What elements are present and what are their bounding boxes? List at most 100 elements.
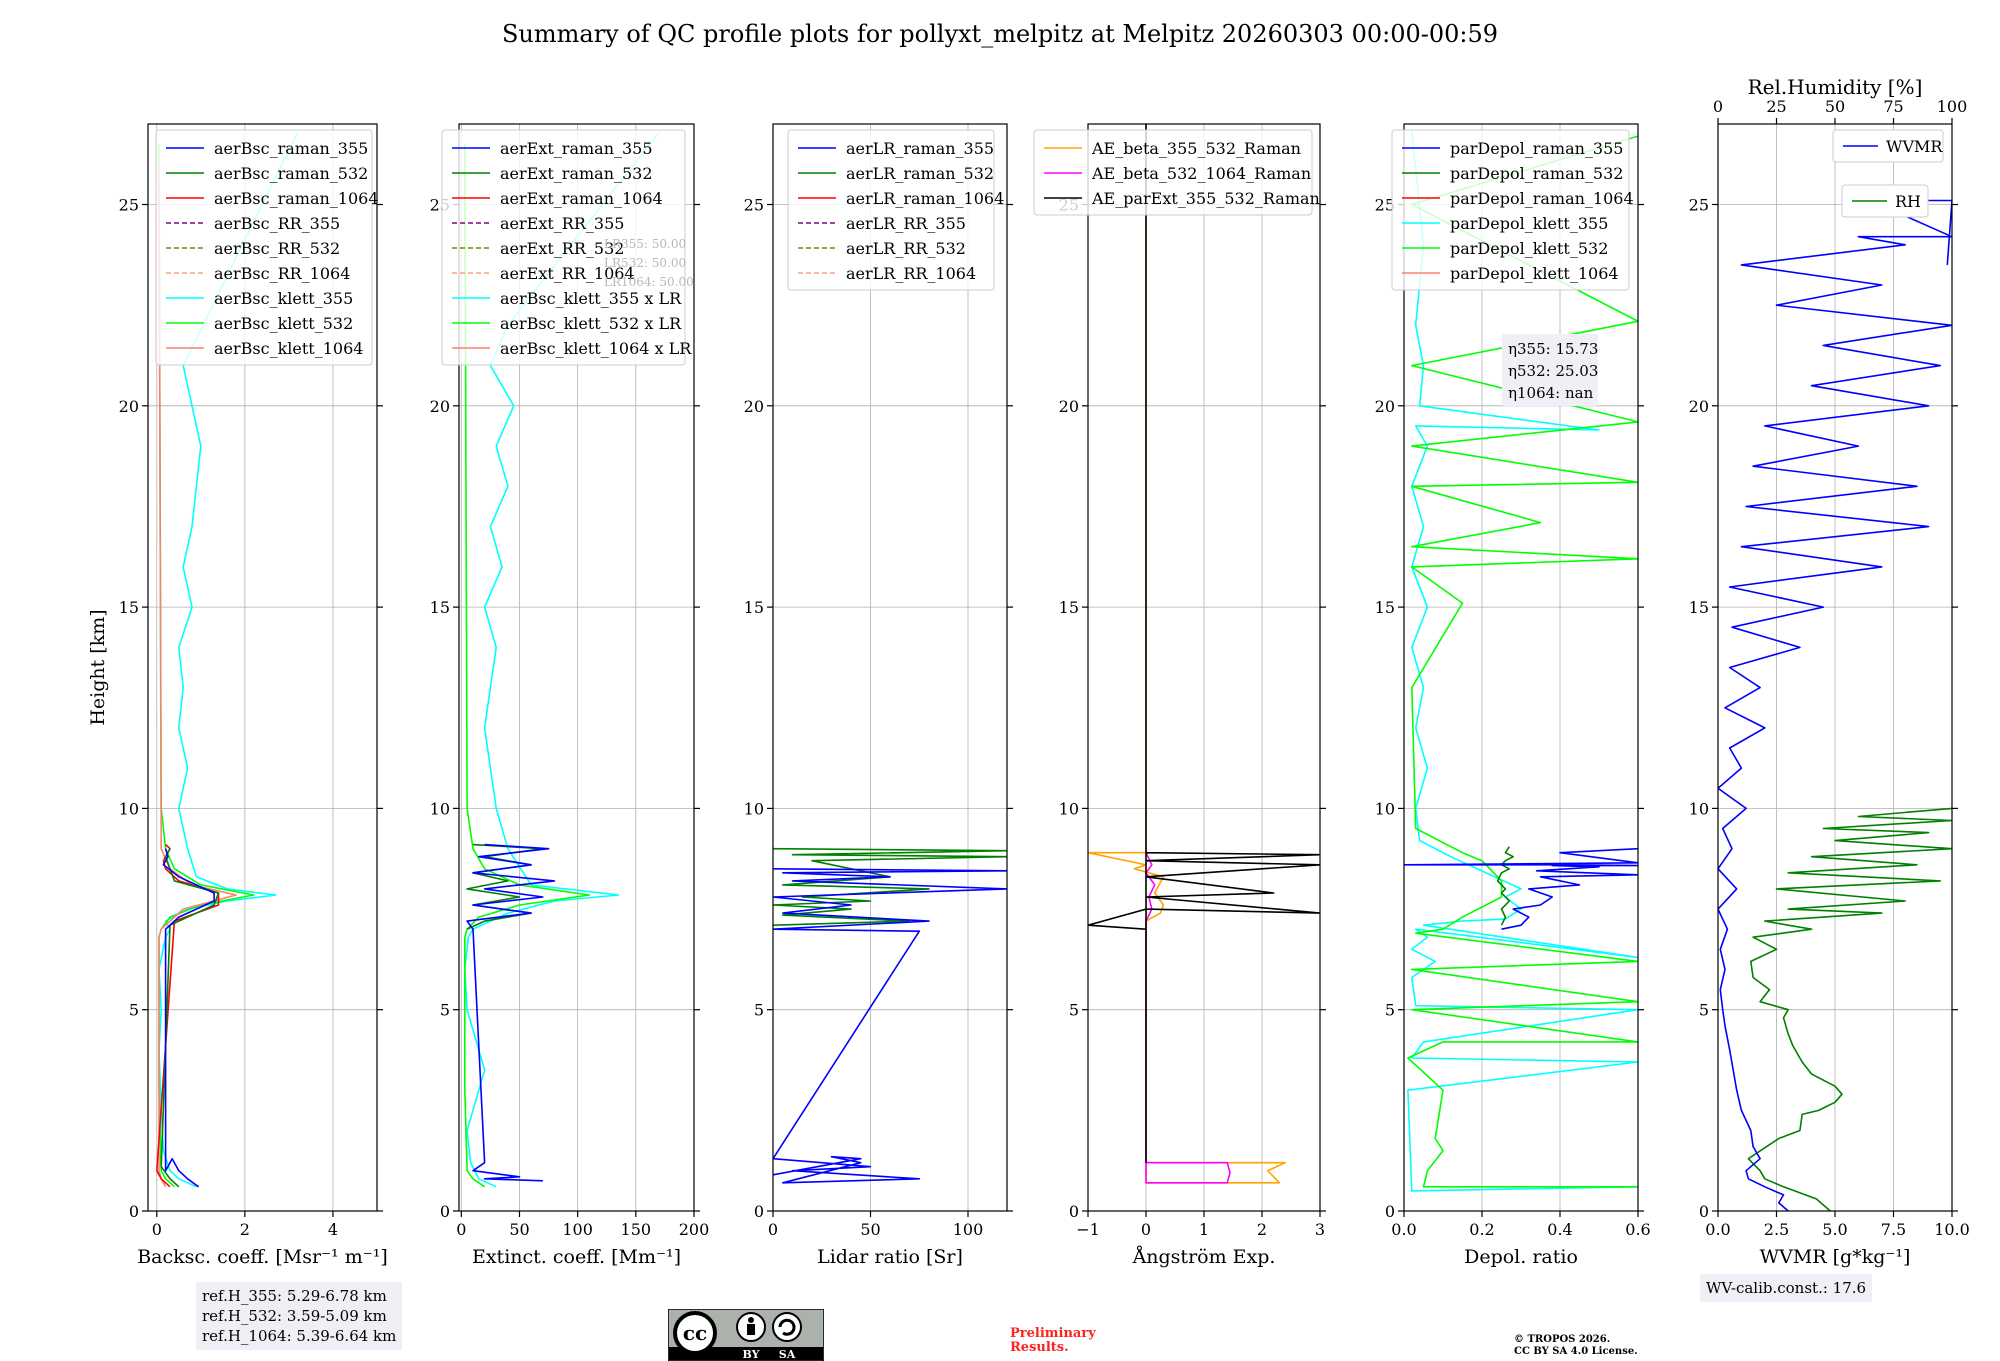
y-tick-label: 5 — [754, 1001, 764, 1020]
y-tick-label: 5 — [1699, 1001, 1709, 1020]
x-tick-label: 1 — [1199, 1220, 1209, 1239]
y-tick-label: 5 — [440, 1001, 450, 1020]
lidar-ratio-note: LR355: 50.00 — [604, 237, 686, 251]
x-tick-label: 0.6 — [1625, 1220, 1650, 1239]
series-parDepol_klett_355 — [1407, 132, 1638, 1192]
y-tick-label: 0 — [754, 1202, 764, 1221]
legend-box — [155, 129, 373, 366]
y-tick-label: 5 — [1385, 1001, 1395, 1020]
series-AE_parExt_355_532_Raman — [1088, 124, 1320, 1163]
panel-bsc: 0 2 4 0 5 10 15 20 25 Backsc. coeff. [Msr⁻¹ m⁻¹] H… — [87, 123, 388, 1268]
legend-label: aerBsc_klett_355 — [214, 289, 353, 308]
legend-label: aerLR_raman_532 — [846, 164, 994, 183]
legend-label: aerBsc_klett_1064 x LR — [500, 339, 692, 358]
lidar-ratio-note: LR532: 50.00 — [604, 256, 686, 270]
x-tick-label: 0.2 — [1469, 1220, 1494, 1239]
legend-label: aerExt_RR_1064 — [500, 264, 635, 283]
top-x-tick-label: 25 — [1766, 97, 1786, 116]
legend-label: AE_parExt_355_532_Raman — [1091, 189, 1320, 208]
axes-frame — [772, 123, 1008, 1212]
y-tick-label: 10 — [744, 799, 764, 818]
y-tick-label: 25 — [744, 196, 764, 215]
legend-label: parDepol_klett_1064 — [1450, 264, 1619, 283]
x-axis-label: Extinct. coeff. [Mm⁻¹] — [472, 1246, 681, 1268]
panel-ae: −101230510152025Ångström Exp.AE_beta_355… — [1033, 123, 1326, 1268]
series-aerBsc_raman_532 — [160, 848, 220, 1188]
legend-box-wvmr — [1832, 129, 1944, 163]
legend: aerLR_raman_355 aerLR_raman_532 aerLR_rama… — [787, 129, 1004, 291]
y-tick-label: 5 — [1069, 1001, 1079, 1020]
y-tick-label: 15 — [744, 598, 764, 617]
eta-note: η532: 25.03 — [1508, 362, 1598, 380]
legend-label: parDepol_klett_532 — [1450, 239, 1608, 258]
eta-box: η355: 15.73 η532: 25.03 η1064: nan — [1502, 334, 1598, 406]
legend-label: parDepol_raman_355 — [1450, 139, 1623, 158]
y-axis-label: Height [km] — [87, 609, 109, 725]
panel-wv: 0.0 2.5 5.0 7.5 10.0 0 5 10 15 20 25 WVMR [g*kg⁻¹] 0… — [1689, 75, 1970, 1268]
legend-label: aerBsc_raman_355 — [214, 139, 368, 158]
series-WVMR — [1718, 199, 1952, 1211]
series-group — [1404, 132, 1638, 1192]
series-parDepol_raman_355 — [1404, 847, 1638, 930]
x-axis-label: Ångström Exp. — [1132, 1246, 1276, 1268]
wv-calibration-box: WV-calib.const.: 17.6 — [1700, 1274, 1873, 1302]
y-tick-label: 20 — [744, 397, 764, 416]
series-group — [156, 131, 299, 1188]
legend: parDepol_raman_355 parDepol_raman_532 parD… — [1391, 129, 1634, 291]
x-axis-label: Lidar ratio [Sr] — [817, 1246, 963, 1268]
y-tick-label: 0 — [1069, 1202, 1079, 1221]
sa-share-alike-icon — [772, 1312, 802, 1342]
x-tick-label: 50 — [509, 1220, 529, 1239]
y-tick-label: 10 — [430, 799, 450, 818]
legend-label: aerLR_RR_532 — [846, 239, 966, 258]
x-tick-label: 100 — [953, 1220, 984, 1239]
x-tick-label: 2 — [240, 1220, 250, 1239]
legend-label: aerBsc_RR_532 — [214, 239, 340, 258]
legend: aerBsc_raman_355 aerBsc_raman_532 aerBsc_r… — [155, 129, 379, 366]
x-tick-label: 7.5 — [1881, 1220, 1906, 1239]
legend-label: parDepol_klett_355 — [1450, 214, 1608, 233]
legend: AE_beta_355_532_Raman AE_beta_532_1064_Ra… — [1033, 129, 1320, 216]
x-tick-label: −1 — [1076, 1220, 1100, 1239]
x-tick-label: 0.4 — [1547, 1220, 1572, 1239]
series-AE_beta_355_532_Raman — [1088, 124, 1286, 1184]
panel-depol: 0.0 0.2 0.4 0.6 0 5 10 15 20 25 Depol. ratio parDep… — [1375, 123, 1651, 1268]
wv-calibration-constant: WV-calib.const.: 17.6 — [1706, 1279, 1867, 1297]
legend-label: aerBsc_klett_532 x LR — [500, 314, 682, 333]
legend-label: parDepol_raman_532 — [1450, 164, 1623, 183]
legend-label: parDepol_raman_1064 — [1450, 189, 1634, 208]
legend-label: AE_beta_355_532_Raman — [1091, 139, 1301, 158]
axes-frame — [1403, 123, 1639, 1212]
legend-label: aerExt_RR_532 — [500, 239, 624, 258]
series-group — [463, 131, 660, 1188]
y-tick-label: 20 — [119, 397, 139, 416]
series-aerBsc_raman_355 — [162, 848, 215, 1188]
legend-box — [441, 129, 686, 366]
x-axis-label: Depol. ratio — [1464, 1246, 1578, 1268]
y-tick-label: 20 — [1375, 397, 1395, 416]
y-tick-label: 15 — [119, 598, 139, 617]
legend-box — [787, 129, 995, 291]
lidar-ratio-note: LR1064: 50.00 — [604, 275, 694, 289]
y-tick-label: 15 — [1689, 598, 1709, 617]
y-tick-label: 5 — [129, 1001, 139, 1020]
legend-label: aerExt_raman_1064 — [500, 189, 663, 208]
axes-frame — [458, 123, 695, 1212]
copyright-note: © TROPOS 2026. CC BY SA 4.0 License. — [1514, 1334, 1638, 1357]
y-tick-label: 25 — [119, 196, 139, 215]
x-tick-label: 200 — [679, 1220, 710, 1239]
axes-frame — [147, 123, 378, 1212]
panel-lr: 0 50 100 0 5 10 15 20 25 Lidar ratio [Sr] aerLR_ra… — [744, 123, 1013, 1268]
x-tick-label: 3 — [1315, 1220, 1325, 1239]
cc-by-sa-license-badge: cc BY SA — [668, 1309, 824, 1361]
y-tick-label: 0 — [129, 1202, 139, 1221]
ref-height-1064: ref.H_1064: 5.39-6.64 km — [202, 1327, 397, 1345]
y-tick-label: 20 — [1689, 397, 1709, 416]
legend: WVMR RH — [1832, 129, 1944, 218]
y-tick-label: 10 — [119, 799, 139, 818]
sa-label: SA — [779, 1348, 796, 1361]
legend-label: aerBsc_klett_1064 — [214, 339, 363, 358]
legend-label: aerBsc_raman_532 — [214, 164, 368, 183]
x-tick-label: 50 — [860, 1220, 880, 1239]
y-tick-label: 0 — [440, 1202, 450, 1221]
